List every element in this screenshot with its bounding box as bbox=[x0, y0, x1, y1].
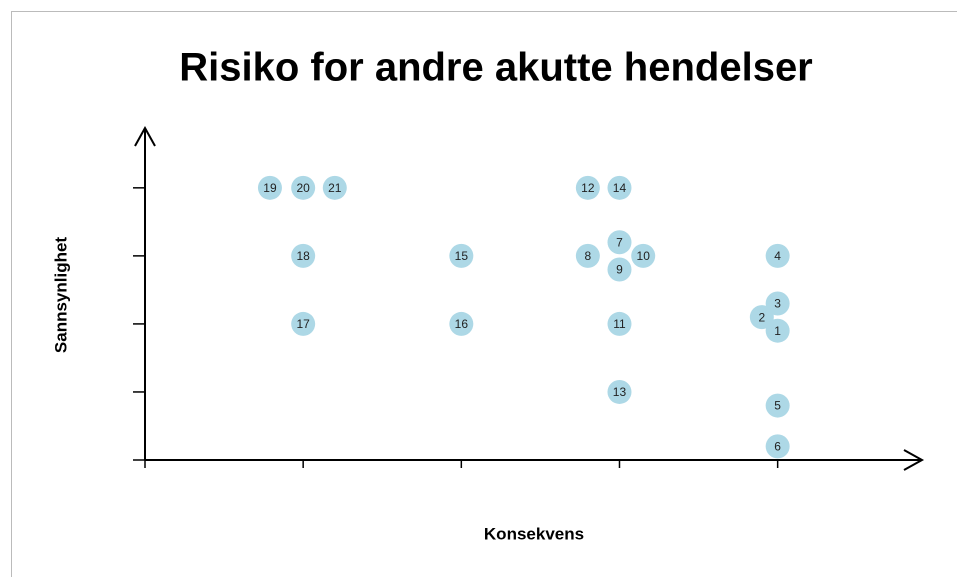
point-label: 14 bbox=[613, 181, 627, 195]
point bbox=[765, 393, 790, 418]
point-label: 12 bbox=[581, 181, 595, 195]
point bbox=[291, 175, 316, 200]
point bbox=[449, 243, 474, 268]
point bbox=[607, 175, 632, 200]
point-label: 16 bbox=[455, 317, 469, 331]
point-label: 1 bbox=[774, 324, 781, 338]
point-label: 20 bbox=[296, 181, 310, 195]
point bbox=[607, 379, 632, 404]
point-label: 9 bbox=[616, 263, 623, 277]
point-label: 5 bbox=[774, 399, 781, 413]
point-label: 11 bbox=[613, 317, 626, 331]
point bbox=[291, 243, 316, 268]
point-label: 10 bbox=[637, 249, 651, 263]
point-label: 18 bbox=[296, 249, 310, 263]
y-axis-label: Sannsynlighet bbox=[51, 237, 70, 354]
point bbox=[575, 243, 600, 268]
point bbox=[575, 175, 600, 200]
point bbox=[631, 243, 656, 268]
point-label: 2 bbox=[758, 310, 765, 324]
chart-frame bbox=[11, 11, 957, 577]
chart-title: Risiko for andre akutte hendelser bbox=[179, 46, 813, 90]
x-arrow bbox=[903, 449, 925, 471]
point bbox=[765, 318, 790, 343]
point-label: 13 bbox=[613, 385, 627, 399]
point bbox=[749, 305, 774, 330]
point bbox=[291, 311, 316, 336]
point-label: 8 bbox=[585, 249, 592, 263]
point bbox=[765, 243, 790, 268]
point-label: 7 bbox=[616, 235, 623, 249]
point bbox=[449, 311, 474, 336]
y-arrow bbox=[134, 125, 156, 147]
point-label: 15 bbox=[455, 249, 469, 263]
point-label: 3 bbox=[774, 297, 781, 311]
point-label: 21 bbox=[328, 181, 342, 195]
point bbox=[765, 291, 790, 316]
point bbox=[607, 257, 632, 282]
point-label: 6 bbox=[774, 440, 781, 454]
point-label: 17 bbox=[296, 317, 310, 331]
x-axis-label: Konsekvens bbox=[484, 524, 584, 543]
point bbox=[322, 175, 347, 200]
point bbox=[607, 311, 632, 336]
point bbox=[765, 434, 790, 459]
point bbox=[257, 175, 282, 200]
point bbox=[607, 230, 632, 255]
point-label: 4 bbox=[774, 249, 781, 263]
point-label: 19 bbox=[263, 181, 277, 195]
